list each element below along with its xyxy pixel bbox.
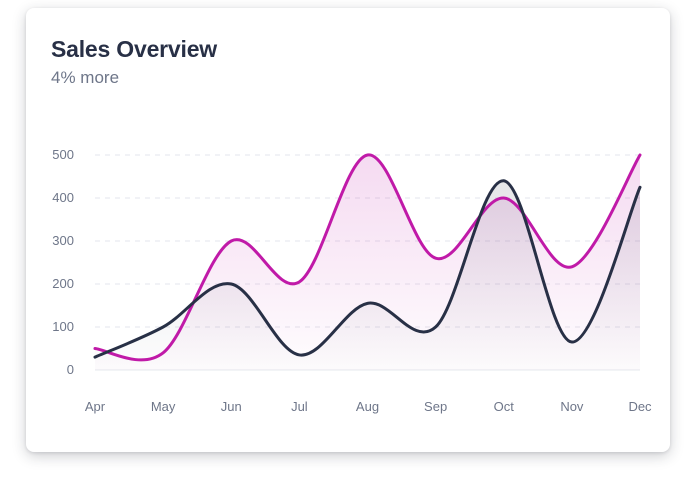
x-tick-label: Sep [424,399,447,414]
y-axis-tick-labels: 0 100 200 300 400 500 [52,147,74,377]
x-tick-label: Oct [494,399,515,414]
x-tick-label: Jun [221,399,242,414]
sales-overview-card: Sales Overview 4% more 0 100 200 300 400 500 … [26,8,670,452]
x-tick-label: Jul [291,399,308,414]
series-1-line [93,153,642,362]
y-tick-label: 400 [52,190,74,205]
y-tick-label: 0 [67,362,74,377]
series-areas [95,154,640,370]
y-tick-label: 200 [52,276,74,291]
series-lines [93,153,642,362]
series-2-area [95,180,640,370]
x-tick-label: Aug [356,399,379,414]
sales-area-chart: 0 100 200 300 400 500 Apr May Jun Jul Aug Sep Oct No… [52,147,652,414]
x-tick-label: Dec [628,399,652,414]
x-axis-tick-labels: Apr May Jun Jul Aug Sep Oct Nov Dec [85,399,652,414]
x-tick-label: Nov [560,399,584,414]
card-subtitle: 4% more [51,68,120,87]
y-tick-label: 500 [52,147,74,162]
card-title: Sales Overview [51,36,217,62]
y-tick-label: 100 [52,319,74,334]
x-tick-label: May [151,399,176,414]
x-tick-label: Apr [85,399,106,414]
y-tick-label: 300 [52,233,74,248]
series-2-line [93,179,642,359]
